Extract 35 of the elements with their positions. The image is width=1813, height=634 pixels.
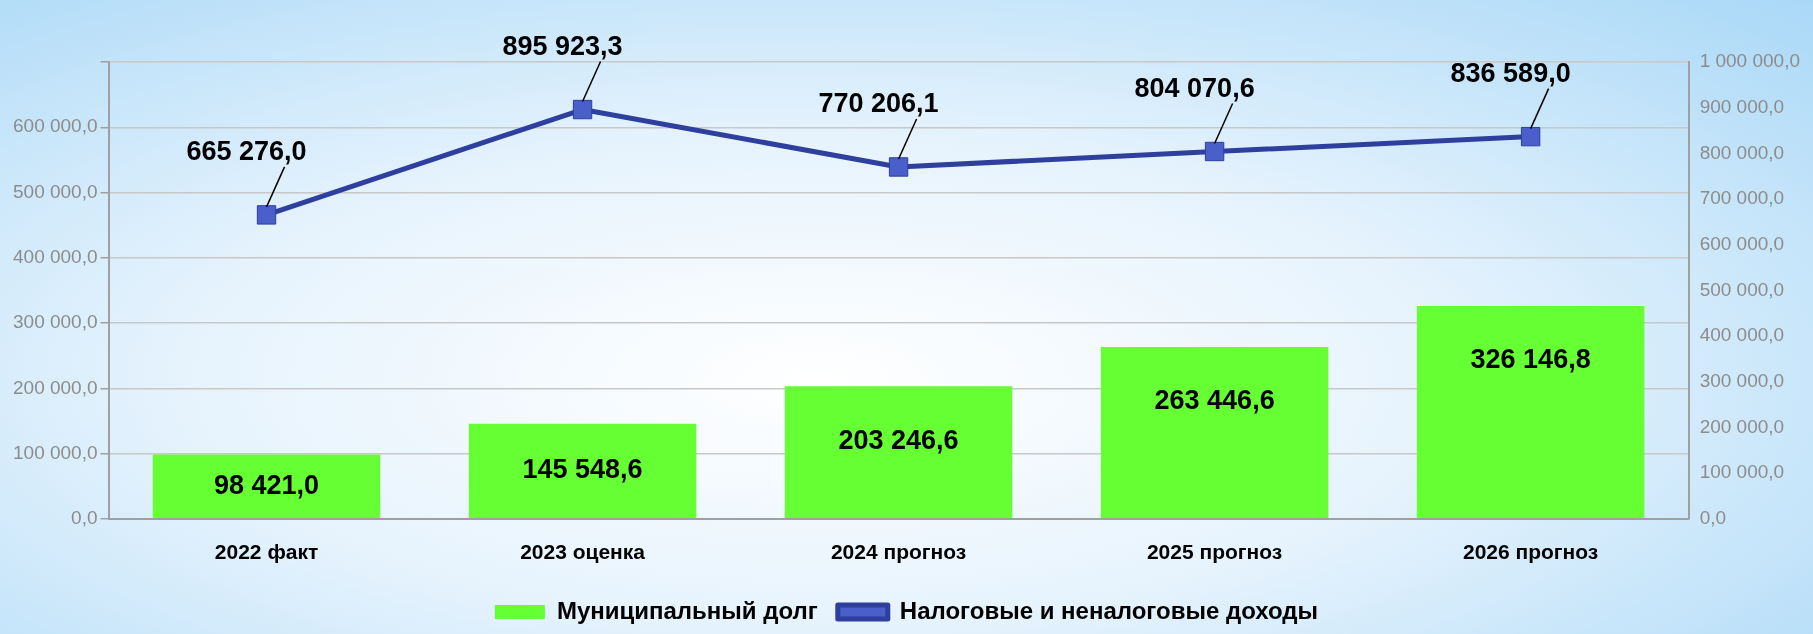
y-tick-label: 100 000,0: [12, 441, 98, 463]
y2-tick-label: 1 000 000,0: [1699, 50, 1800, 72]
y2-tick-label: 500 000,0: [1699, 278, 1785, 300]
y2-tick-label: 0,0: [1699, 507, 1727, 529]
y2-tick-label: 700 000,0: [1699, 187, 1785, 209]
data-label: 836 589,0: [1450, 58, 1571, 89]
y-tick-label: 400 000,0: [12, 246, 98, 268]
y2-tick-label: 900 000,0: [1699, 95, 1785, 117]
y2-tick-label: 400 000,0: [1699, 324, 1785, 346]
y2-tick-label: 100 000,0: [1699, 461, 1785, 483]
data-label: 263 446,6: [1154, 385, 1275, 416]
legend-label: Налоговые и неналоговые доходы: [899, 596, 1319, 624]
x-tick-label: 2023 оценка: [520, 540, 646, 564]
x-tick-label: 2022 факт: [214, 540, 319, 564]
data-label: 145 548,6: [522, 454, 643, 485]
y-tick-label: 300 000,0: [12, 311, 98, 333]
y2-tick-label: 600 000,0: [1699, 232, 1785, 254]
y-tick-label: 500 000,0: [12, 180, 98, 202]
y-tick-label: 600 000,0: [12, 115, 98, 137]
x-tick-label: 2024 прогноз: [830, 540, 967, 564]
data-label: 804 070,6: [1134, 72, 1255, 103]
data-label: 665 276,0: [186, 136, 307, 167]
legend-label: Муниципальный долг: [556, 596, 818, 624]
data-label: 895 923,3: [502, 31, 623, 61]
data-label: 98 421,0: [213, 469, 320, 500]
y-tick-label: 0,0: [71, 507, 98, 529]
y2-tick-label: 200 000,0: [1699, 415, 1785, 437]
data-label: 770 206,1: [818, 88, 939, 119]
y2-tick-label: 300 000,0: [1699, 369, 1785, 391]
y2-tick-label: 800 000,0: [1699, 141, 1785, 163]
x-tick-label: 2025 прогноз: [1146, 540, 1283, 564]
data-label: 326 146,8: [1470, 344, 1591, 375]
data-label: 203 246,6: [838, 424, 959, 455]
y-tick-label: 200 000,0: [12, 376, 98, 398]
x-tick-label: 2026 прогноз: [1462, 540, 1599, 564]
